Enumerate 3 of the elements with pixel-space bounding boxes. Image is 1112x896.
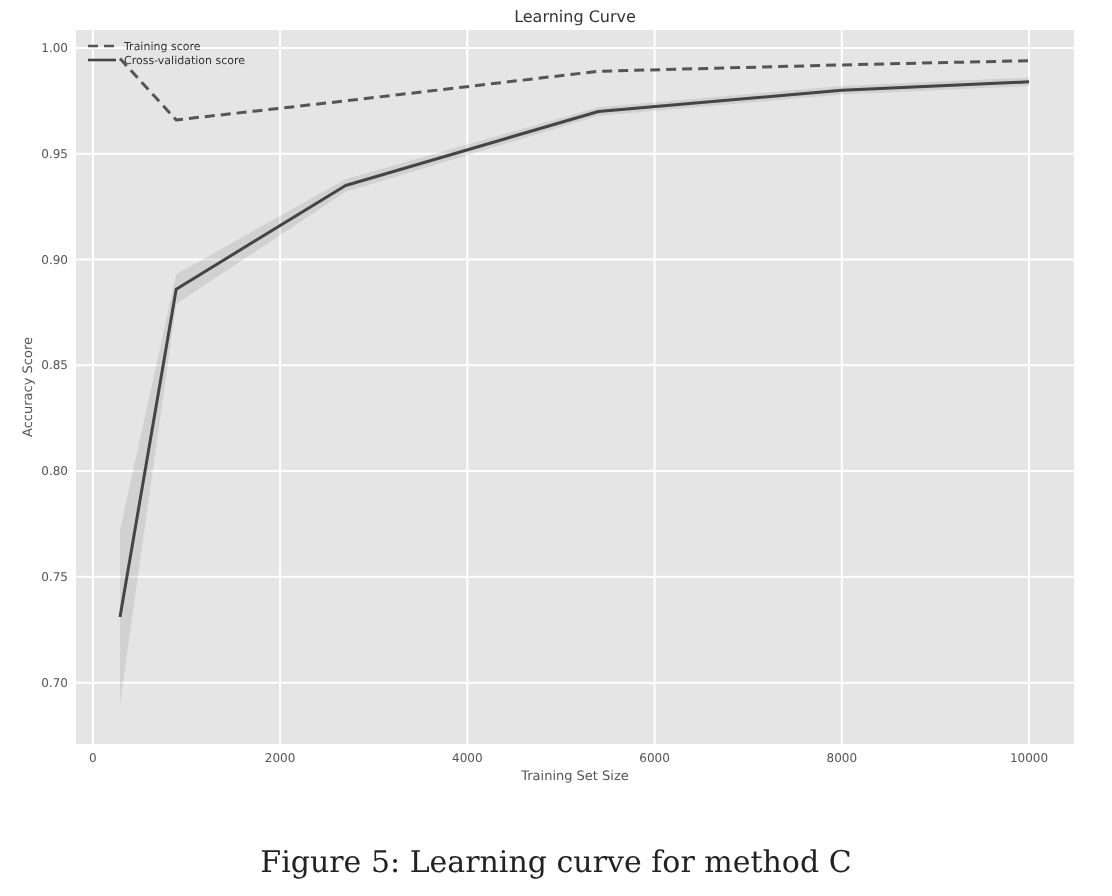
line-series [118,57,1031,122]
caption: Figure 5: Learning curve for method C [260,844,852,880]
chart-title: Learning Curve [514,8,637,26]
